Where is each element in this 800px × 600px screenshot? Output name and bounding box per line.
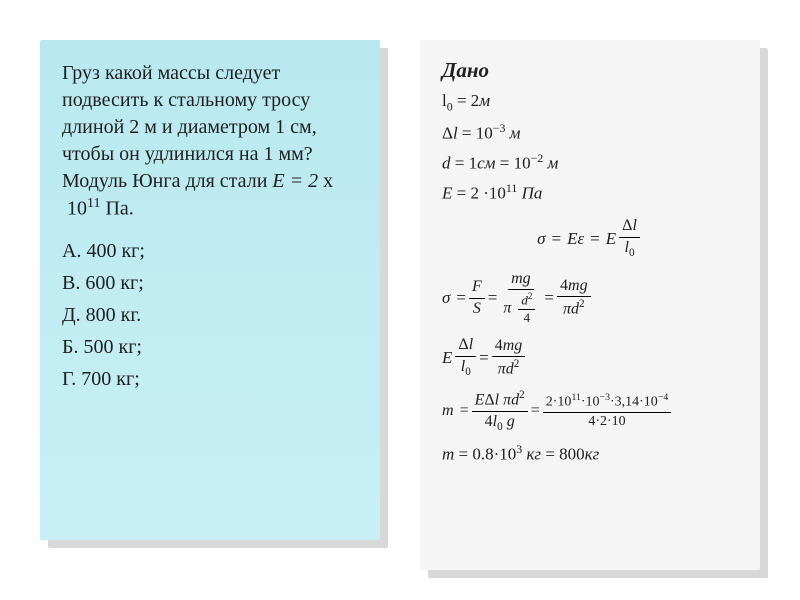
answer-d: Д. 800 кг. <box>62 301 358 330</box>
given-heading: Дано <box>442 58 738 83</box>
problem-text: Груз какой массы следует подвесить к ста… <box>62 60 358 223</box>
given-l0: l0 = 2м <box>442 91 738 114</box>
answer-b: Б. 500 кг; <box>62 333 358 362</box>
given-dl: Δl = 10−3 м <box>442 121 738 144</box>
given-d: d = 1см = 10−2 м <box>442 151 738 174</box>
eq-combined: E Δll0 = 4mgπd2 <box>442 336 738 378</box>
eq-sigma-def: σ=Eε =E Δll0 <box>442 217 738 259</box>
answer-v: В. 600 кг; <box>62 269 358 298</box>
given-E: E = 2 ·1011 Па <box>442 181 738 204</box>
eq-result: m = 0.8·103 кг = 800кг <box>442 442 738 465</box>
answer-a: А. 400 кг; <box>62 237 358 266</box>
answer-g: Г. 700 кг; <box>62 365 358 394</box>
solution-panel: Дано l0 = 2м Δl = 10−3 м d = 1см = 10−2 … <box>420 40 760 570</box>
eq-sigma-force: σ= FS = mg π d24 = 4mgπd2 <box>442 270 738 327</box>
eq-mass: m= EΔl πd2 4l0 g = 2·1011·10−3·3,14·10−4… <box>442 389 738 434</box>
problem-panel: Груз какой массы следует подвесить к ста… <box>40 40 380 540</box>
